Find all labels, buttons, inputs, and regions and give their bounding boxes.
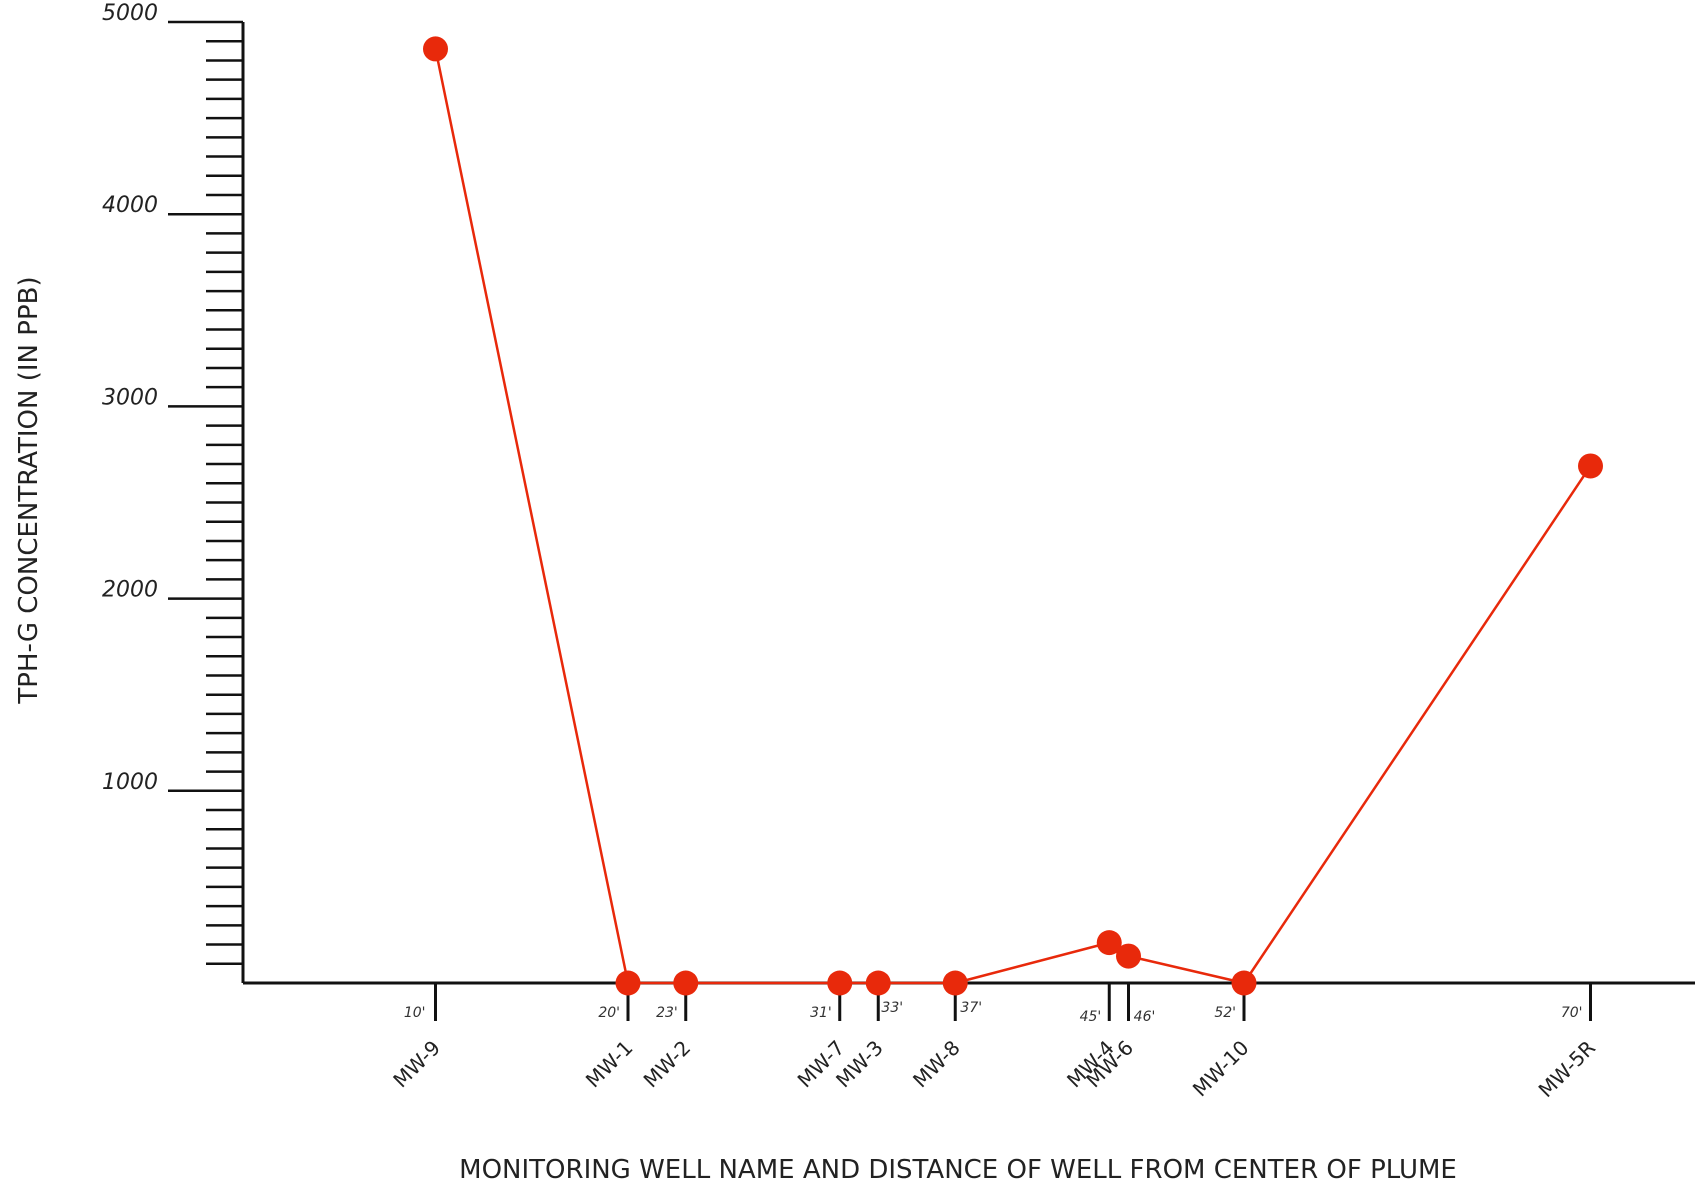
y-axis-title: TPH-G CONCENTRATION (IN PPB) bbox=[14, 276, 44, 704]
y-tick-label: 4000 bbox=[102, 193, 158, 218]
distance-label: 23' bbox=[656, 1005, 678, 1021]
distance-label: 70' bbox=[1561, 1005, 1583, 1021]
distance-label: 37' bbox=[960, 1000, 982, 1016]
distance-label: 46' bbox=[1134, 1009, 1156, 1025]
well-name-label: MW-8 bbox=[908, 1036, 965, 1093]
tph-g-series bbox=[423, 36, 1603, 996]
distance-label: 20' bbox=[598, 1005, 620, 1021]
data-point-marker bbox=[673, 970, 699, 996]
well-name-label: MW-5R bbox=[1534, 1035, 1601, 1102]
distance-label: 31' bbox=[810, 1005, 832, 1021]
data-point-marker bbox=[1578, 453, 1603, 479]
distance-label: 10' bbox=[404, 1005, 426, 1021]
well-name-label: MW-9 bbox=[388, 1036, 445, 1093]
well-name-label: MW-1 bbox=[581, 1036, 638, 1093]
data-point-marker bbox=[423, 36, 448, 62]
x-axis-title: MONITORING WELL NAME AND DISTANCE OF WEL… bbox=[459, 1155, 1457, 1185]
y-tick-label: 1000 bbox=[102, 770, 158, 795]
distance-label: 52' bbox=[1214, 1005, 1236, 1021]
data-point-marker bbox=[615, 970, 641, 996]
y-tick-label: 5000 bbox=[102, 1, 158, 26]
data-point-marker bbox=[942, 970, 968, 996]
data-point-marker bbox=[827, 970, 853, 996]
data-point-marker bbox=[1096, 930, 1122, 956]
data-point-marker bbox=[1116, 943, 1141, 969]
distance-label: 33' bbox=[881, 1000, 903, 1016]
y-tick-label: 2000 bbox=[102, 578, 158, 603]
data-point-marker bbox=[865, 970, 891, 996]
y-tick-label: 3000 bbox=[102, 385, 158, 410]
data-point-marker bbox=[1231, 970, 1257, 996]
series-line bbox=[434, 48, 1592, 985]
distance-label: 45' bbox=[1080, 1009, 1102, 1025]
well-name-label: MW-10 bbox=[1188, 1036, 1254, 1102]
x-axis: 10'MW-920'MW-123'MW-231'MW-733'MW-337'MW… bbox=[243, 981, 1695, 1102]
y-axis: 1000 2000 3000 4000 5000 bbox=[102, 1, 245, 983]
well-name-label: MW-2 bbox=[639, 1036, 696, 1093]
